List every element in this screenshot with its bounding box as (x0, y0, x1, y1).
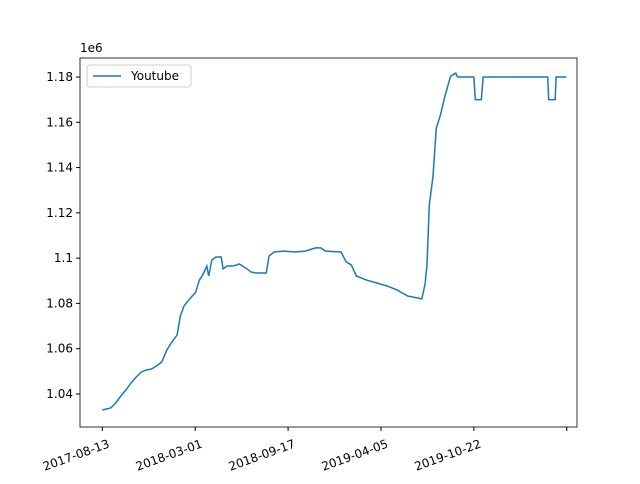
line-series (102, 72, 567, 411)
legend-label: Youtube (130, 69, 179, 83)
y-tick-label: 1.18 (46, 70, 73, 84)
plot-frame (79, 57, 578, 428)
x-tick-label: 2017-08-13 (41, 437, 111, 474)
y-tick-label: 1.06 (46, 342, 73, 356)
x-tick-label: 2019-10-22 (413, 437, 483, 474)
y-offset-label: 1e6 (80, 41, 103, 55)
y-tick-label: 1.1 (54, 251, 73, 265)
y-tick-label: 1.14 (46, 161, 73, 175)
y-tick-label: 1.12 (46, 206, 73, 220)
y-tick-label: 1.08 (46, 296, 73, 310)
x-tick-label: 2018-03-01 (134, 437, 204, 474)
y-tick-label: 1.04 (46, 387, 73, 401)
x-tick-label: 2019-04-05 (320, 437, 390, 474)
y-tick-label: 1.16 (46, 115, 73, 129)
x-tick-label: 2018-09-17 (227, 437, 297, 474)
legend-box (86, 64, 192, 88)
